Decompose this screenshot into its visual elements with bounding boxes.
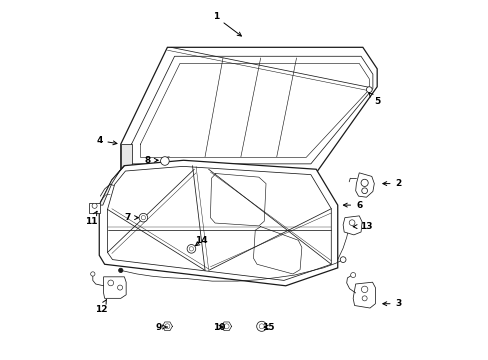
Text: 3: 3 <box>382 299 401 308</box>
Circle shape <box>108 280 113 286</box>
Circle shape <box>160 157 169 165</box>
Circle shape <box>117 285 122 290</box>
Polygon shape <box>99 166 124 205</box>
Text: 14: 14 <box>195 237 207 246</box>
Circle shape <box>224 324 228 329</box>
Circle shape <box>366 87 371 93</box>
Circle shape <box>164 324 169 329</box>
Circle shape <box>256 321 266 331</box>
Circle shape <box>139 213 147 222</box>
Text: 5: 5 <box>368 93 380 105</box>
Polygon shape <box>121 144 131 173</box>
Circle shape <box>340 257 346 262</box>
Circle shape <box>119 268 122 273</box>
Text: 9: 9 <box>155 323 167 332</box>
Circle shape <box>259 324 264 329</box>
Text: 12: 12 <box>95 300 107 314</box>
Circle shape <box>362 296 366 301</box>
Polygon shape <box>99 160 337 286</box>
Text: 11: 11 <box>84 211 97 226</box>
Text: 2: 2 <box>382 179 401 188</box>
Text: 8: 8 <box>144 156 158 165</box>
Text: 1: 1 <box>212 12 241 36</box>
Circle shape <box>350 273 355 278</box>
Bar <box>89 203 100 213</box>
Circle shape <box>348 220 354 226</box>
Text: 10: 10 <box>213 323 225 332</box>
Text: 4: 4 <box>96 136 117 145</box>
Circle shape <box>92 203 97 208</box>
Text: 7: 7 <box>124 213 138 222</box>
Text: 6: 6 <box>343 201 362 210</box>
Text: 13: 13 <box>352 222 372 231</box>
Polygon shape <box>343 216 362 235</box>
Circle shape <box>361 188 367 194</box>
Polygon shape <box>355 173 373 197</box>
Circle shape <box>187 244 195 253</box>
Circle shape <box>189 247 193 251</box>
Circle shape <box>360 179 367 186</box>
Text: 15: 15 <box>261 323 273 332</box>
Circle shape <box>90 272 95 276</box>
Polygon shape <box>121 47 376 173</box>
Polygon shape <box>103 277 126 298</box>
Circle shape <box>361 286 367 293</box>
Circle shape <box>141 216 145 220</box>
Polygon shape <box>352 282 375 308</box>
